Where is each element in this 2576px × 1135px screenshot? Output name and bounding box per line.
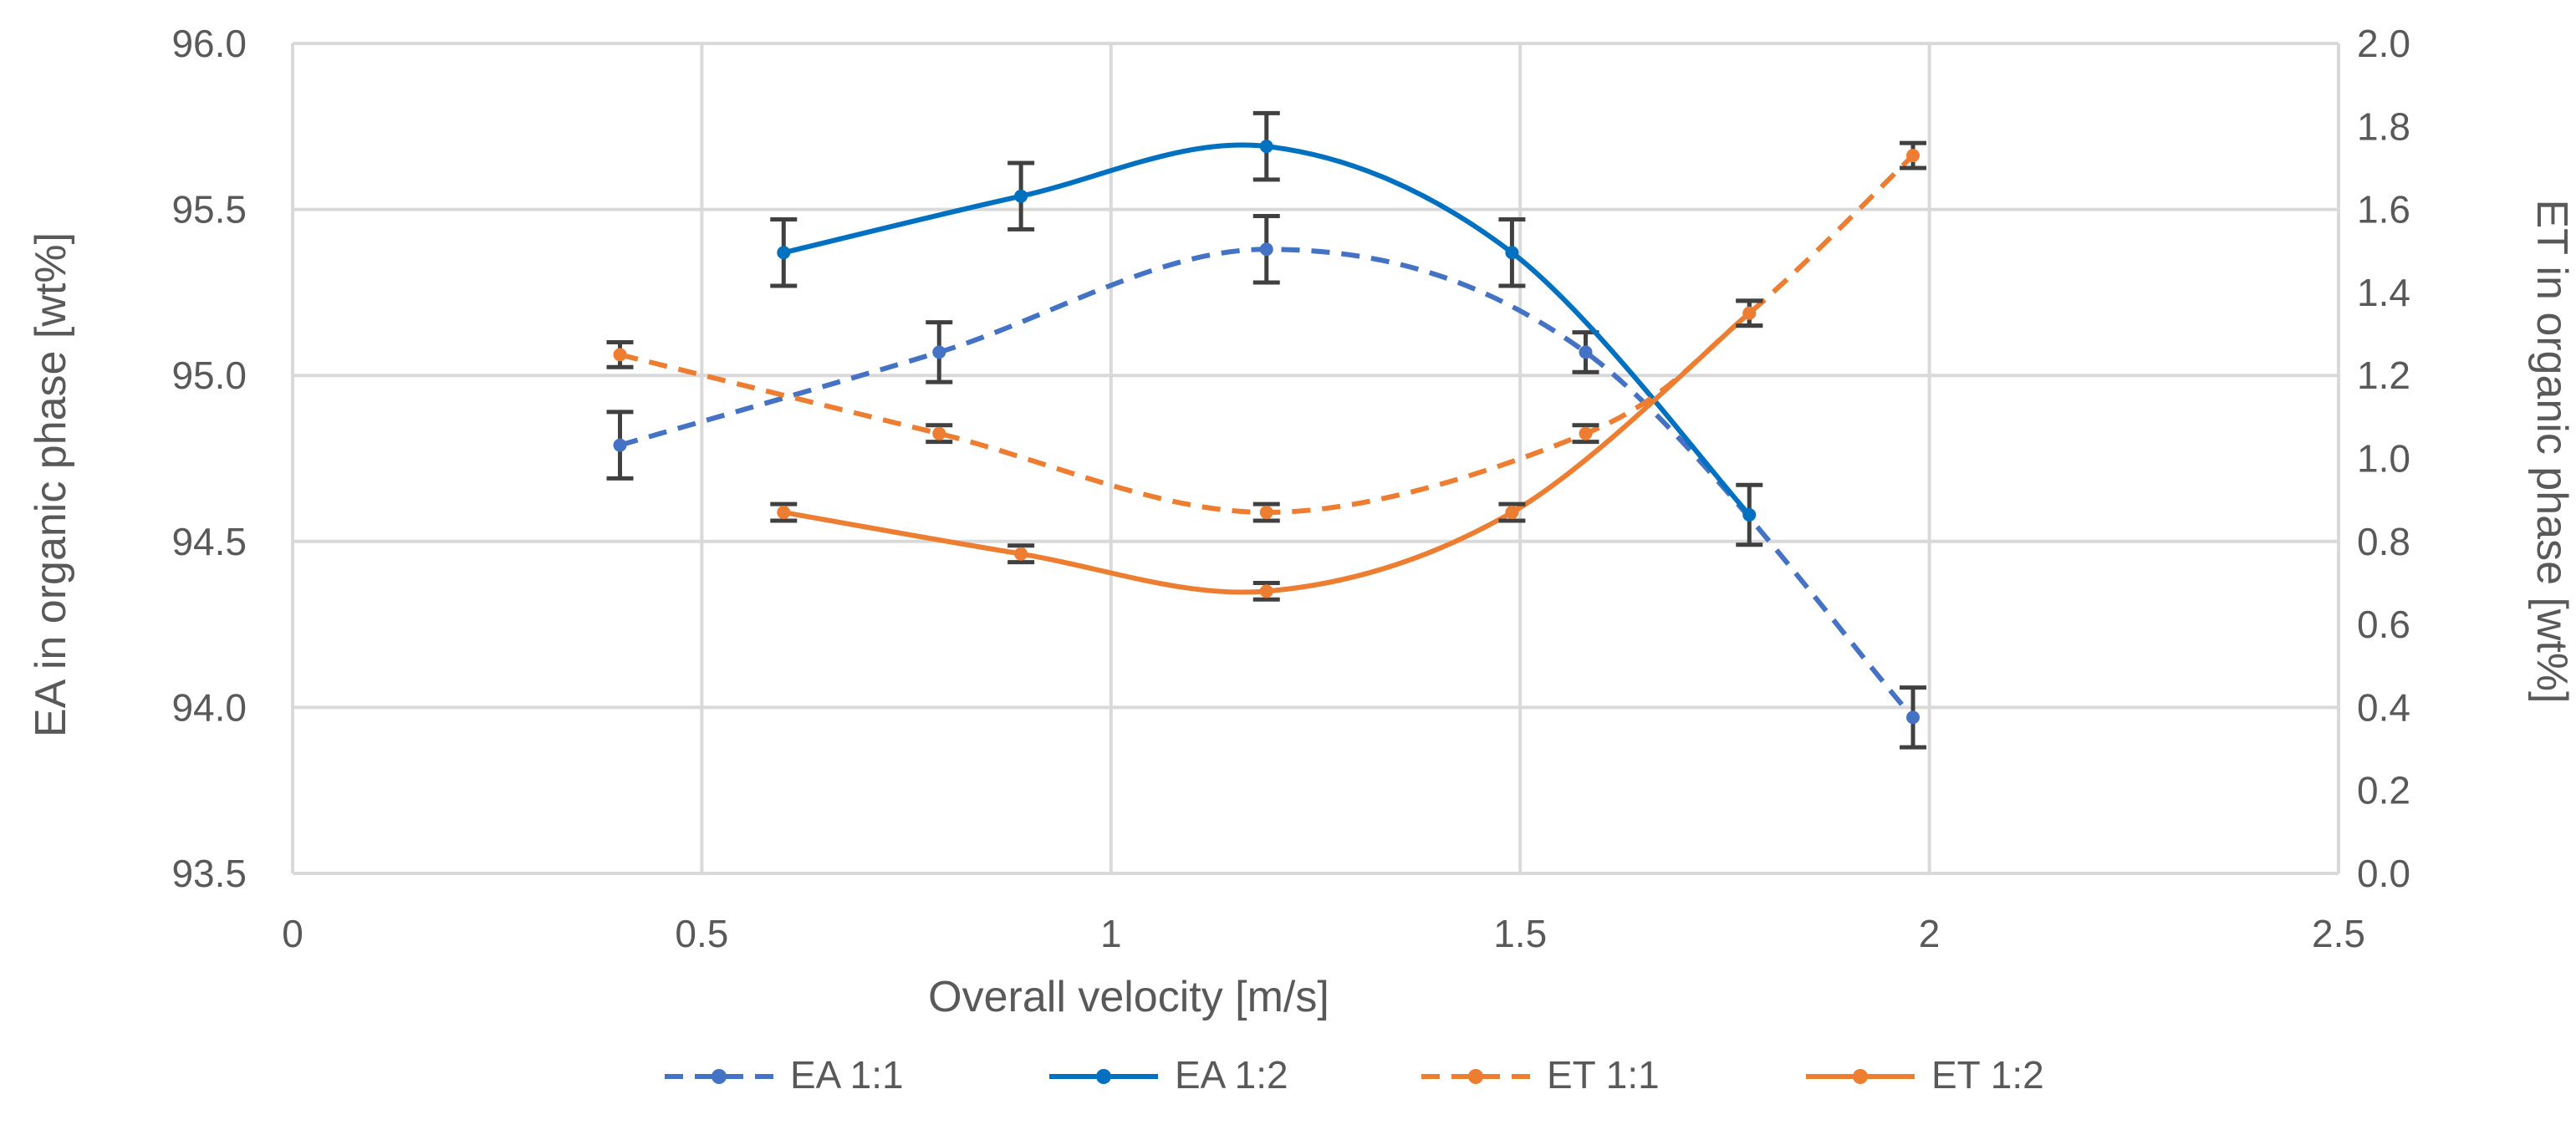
legend-marker (1853, 1069, 1868, 1084)
x-tick-label: 1.5 (1493, 912, 1547, 955)
data-point (932, 426, 946, 440)
legend-label: EA 1:1 (790, 1053, 904, 1097)
y-left-tick-label: 96.0 (171, 22, 247, 65)
x-tick-label: 2.5 (2312, 912, 2365, 955)
y-right-tick-label: 1.6 (2357, 188, 2410, 232)
x-tick-label: 2 (1919, 912, 1941, 955)
legend: EA 1:1 EA 1:2 ET 1:1 ET 1:2 (665, 1053, 2044, 1097)
legend-label: ET 1:1 (1547, 1053, 1660, 1097)
legend-item: ET 1:1 (1421, 1053, 1660, 1097)
y-right-tick-label: 0.2 (2357, 769, 2410, 812)
y-left-tick-label: 94.5 (171, 520, 247, 563)
data-point (1505, 506, 1519, 520)
y-left-tick-label: 95.5 (171, 188, 247, 232)
data-point (613, 348, 627, 362)
y-left-tick-label: 94.0 (171, 685, 247, 729)
data-point (1014, 547, 1028, 561)
series-ea-1-1 (606, 214, 1927, 750)
data-point (1259, 242, 1273, 257)
y-right-tick-label: 0.6 (2357, 603, 2410, 646)
data-point (1579, 426, 1593, 440)
series-et-1-2 (770, 298, 1763, 602)
tick-labels: 0 0.5 1 1.5 2 2.5 93.5 94.0 94.5 95.0 95.5 96.0 0.0 0… (171, 22, 2410, 955)
legend-item: ET 1:2 (1806, 1053, 2044, 1097)
y-axis-right-title: ET in organic phase [wt%] (2528, 199, 2576, 703)
legend-item: EA 1:1 (665, 1053, 904, 1097)
x-axis-title: Overall velocity [m/s] (928, 973, 1329, 1021)
y-right-tick-label: 2.0 (2357, 22, 2410, 65)
x-tick-label: 0.5 (675, 912, 728, 955)
data-point (932, 345, 946, 359)
series-ea-1-2 (770, 110, 1763, 547)
data-point (1259, 584, 1273, 598)
legend-item: EA 1:2 (1049, 1053, 1288, 1097)
y-right-tick-label: 0.0 (2357, 852, 2410, 895)
data-point (777, 246, 791, 260)
data-point (1259, 140, 1273, 154)
legend-marker (1468, 1069, 1483, 1084)
legend-label: ET 1:2 (1931, 1053, 2044, 1097)
legend-label: EA 1:2 (1175, 1053, 1288, 1097)
data-point (1906, 710, 1921, 725)
data-point (777, 506, 791, 520)
data-point (1505, 246, 1519, 260)
data-point (1579, 345, 1593, 359)
x-tick-label: 0 (282, 912, 304, 955)
data-point (1742, 508, 1757, 522)
y-right-tick-label: 0.8 (2357, 520, 2410, 563)
y-right-tick-label: 0.4 (2357, 685, 2410, 729)
legend-marker (712, 1069, 727, 1084)
data-point (613, 438, 627, 452)
y-left-tick-label: 93.5 (171, 852, 247, 895)
series-line (783, 142, 1752, 517)
x-tick-label: 1 (1100, 912, 1122, 955)
legend-marker (1096, 1069, 1111, 1084)
data-point (1259, 506, 1273, 520)
data-point (1742, 306, 1757, 320)
series-line (619, 247, 1915, 720)
series-line (783, 311, 1752, 595)
series-layer (606, 110, 1927, 750)
data-point (1906, 149, 1921, 163)
y-right-tick-label: 1.8 (2357, 104, 2410, 148)
y-right-tick-label: 1.4 (2357, 271, 2410, 314)
y-left-tick-label: 95.0 (171, 354, 247, 397)
data-point (1014, 189, 1028, 203)
gridlines (291, 42, 2340, 875)
series-line (619, 153, 1915, 516)
y-axis-left-title: EA in organic phase [wt%] (27, 232, 75, 737)
y-right-tick-label: 1.0 (2357, 437, 2410, 481)
y-right-tick-label: 1.2 (2357, 354, 2410, 397)
